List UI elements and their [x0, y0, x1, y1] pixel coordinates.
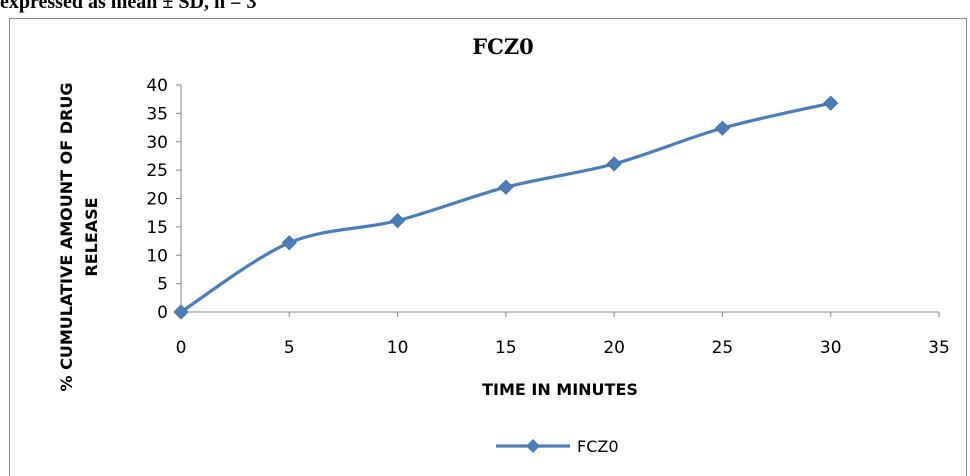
y-tick-label: 10 [146, 246, 168, 266]
chart-title: FCZ0 [472, 34, 534, 59]
x-tick-label: 15 [495, 338, 517, 358]
legend-label: FCZ0 [577, 437, 619, 456]
data-point-marker [281, 235, 297, 251]
data-point-marker [606, 156, 622, 172]
y-tick-labels: 0 5 10 15 20 25 30 35 40 [146, 76, 181, 323]
y-tick-label: 5 [157, 275, 168, 295]
y-tick-label: 35 [146, 104, 168, 124]
y-tick-label: 15 [146, 218, 168, 238]
x-tick-label: 20 [603, 338, 625, 358]
x-tick-label: 30 [820, 338, 842, 358]
y-tick-label: 30 [146, 133, 168, 153]
series-line-fcz0 [180, 101, 832, 314]
axes [180, 85, 939, 313]
data-point-marker [498, 179, 514, 195]
x-tick-label: 25 [712, 338, 734, 358]
x-tick-label: 35 [928, 338, 950, 358]
data-point-marker [173, 304, 189, 320]
x-tick-label: 10 [387, 338, 409, 358]
legend: FCZ0 [496, 437, 619, 456]
y-axis-title: % CUMULATIVE AMOUNT OF DRUG RELEASE [57, 83, 101, 392]
figure-caption: expressed as mean ± SD, n = 3 [0, 0, 257, 13]
data-point-marker [823, 95, 839, 111]
series-group [173, 95, 839, 320]
x-tick-labels: 0 5 10 15 20 25 30 35 [176, 312, 950, 358]
y-axis-title-line-1: % CUMULATIVE AMOUNT OF DRUG [57, 83, 76, 392]
y-tick-label: 0 [157, 303, 168, 323]
y-tick-label: 25 [146, 161, 168, 181]
x-tick-label: 0 [176, 338, 187, 358]
y-axis-title-line-2: RELEASE [82, 197, 101, 276]
data-point-marker [390, 213, 406, 229]
y-tick-label: 40 [146, 76, 168, 96]
x-tick-label: 5 [284, 338, 295, 358]
y-tick-label: 20 [146, 190, 168, 210]
legend-marker [526, 439, 540, 453]
data-point-marker [714, 120, 730, 136]
x-axis-title: TIME IN MINUTES [482, 380, 638, 399]
chart-frame [9, 18, 967, 476]
